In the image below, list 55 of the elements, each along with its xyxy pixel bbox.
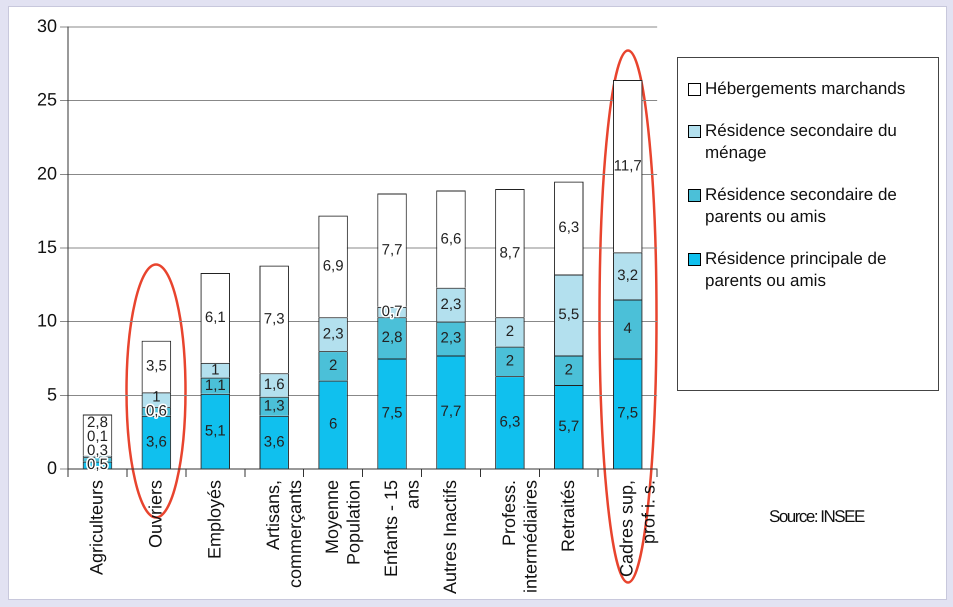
data-label: 2 — [564, 361, 573, 378]
legend-label: Résidence principale de parents ou amis — [705, 248, 888, 292]
data-label: 1,1 — [204, 376, 226, 394]
data-label: 3,6 — [146, 433, 167, 450]
data-label: 6,9 — [322, 258, 344, 275]
data-label: 7,7 — [382, 241, 402, 258]
x-tick-label: Cadres sup, prof i. s. — [616, 480, 658, 578]
y-tick-label: 25 — [36, 90, 58, 110]
data-label: 3,5 — [146, 358, 167, 375]
data-label: 8,7 — [499, 244, 520, 262]
y-tick-label: 15 — [36, 236, 58, 257]
data-label: 4 — [624, 320, 632, 338]
data-label: 7,5 — [617, 404, 638, 422]
y-tick-label: 5 — [47, 384, 58, 404]
data-label: 7,7 — [440, 403, 462, 420]
data-label: 5,1 — [204, 422, 226, 440]
data-label: 2,8 — [382, 328, 402, 346]
x-tick-label: Ouvriers — [145, 480, 166, 548]
data-label: 2,3 — [440, 296, 462, 313]
data-label: 0,6 — [146, 402, 167, 420]
data-label: 2,3 — [322, 325, 344, 342]
data-label: 7,3 — [264, 310, 285, 328]
data-label: 1,6 — [264, 376, 285, 394]
data-label: 6,6 — [440, 230, 462, 248]
x-tick-label: Agriculteurs — [86, 480, 106, 575]
data-label: 2 — [328, 356, 338, 374]
data-label: 2 — [506, 323, 514, 340]
data-label: 2 — [506, 352, 514, 370]
source-note: Source: INSEE — [769, 507, 864, 527]
data-label: 0,7 — [382, 303, 402, 320]
y-tick-label: 10 — [36, 310, 58, 331]
data-label: 1 — [211, 361, 220, 378]
data-label: 3,6 — [264, 433, 285, 450]
data-label: 6,1 — [204, 309, 226, 326]
y-tick-label: 20 — [36, 163, 58, 184]
data-label: 7,5 — [382, 404, 402, 422]
x-tick-label: Enfants - 15 ans — [381, 480, 423, 578]
data-label: 11,7 — [614, 157, 642, 174]
x-tick-label: Artisans, commerçants — [263, 480, 305, 588]
legend-label: Résidence secondaire de parents ou amis — [705, 184, 898, 228]
text: Hébergements marchands — [705, 78, 906, 100]
y-tick-label: 0 — [47, 458, 58, 478]
legend-label: Résidence secondaire du ménage — [705, 120, 898, 164]
data-label: 5,5 — [558, 306, 580, 324]
data-label: 1,3 — [264, 397, 285, 414]
data-label: 5,7 — [558, 418, 580, 435]
data-label: 6,3 — [558, 219, 580, 236]
data-label: 6,3 — [499, 413, 520, 430]
x-tick-label: Retraités — [558, 480, 578, 552]
data-label: 6 — [328, 416, 338, 433]
data-label: 2,3 — [440, 330, 462, 347]
x-tick-label: Employés — [204, 480, 224, 559]
y-tick-label: 30 — [36, 16, 58, 36]
data-label: 3,2 — [617, 267, 638, 284]
x-tick-label: Autres Inactifs — [440, 480, 460, 594]
